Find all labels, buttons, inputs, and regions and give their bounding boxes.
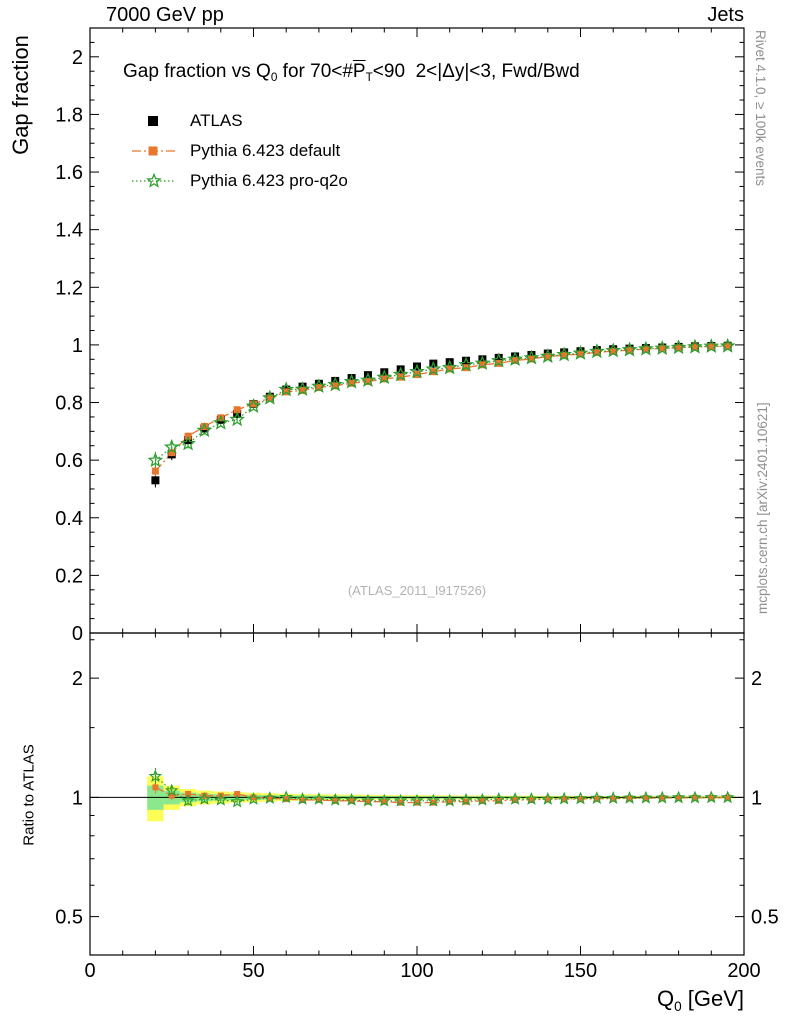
rivet-version-label: Rivet 4.1.0, ≥ 100k events xyxy=(753,30,768,186)
plot-title: Gap fraction vs Q0 for 70<#PT<90 2<|Δy|<… xyxy=(123,61,580,85)
svg-text:1: 1 xyxy=(751,787,762,809)
legend-label: Pythia 6.423 pro-q2o xyxy=(190,171,348,190)
svg-text:0: 0 xyxy=(84,960,95,982)
tick-labels: 0 50 100 150 200 0 0.2 0.4 0.6 0.8 1 1.2 1.4 1.6 1.8 2 0… xyxy=(55,47,779,982)
svg-text:1.6: 1.6 xyxy=(55,162,83,184)
mcplots-arxiv-label: mcplots.cern.ch [arXiv:2401.10621] xyxy=(755,402,770,614)
svg-text:0.6: 0.6 xyxy=(55,450,83,472)
svg-text:0.5: 0.5 xyxy=(55,907,83,929)
svg-text:1.8: 1.8 xyxy=(55,104,83,126)
svg-text:0: 0 xyxy=(72,623,83,645)
svg-text:100: 100 xyxy=(400,960,433,982)
svg-text:0.5: 0.5 xyxy=(751,907,779,929)
svg-text:1.2: 1.2 xyxy=(55,277,83,299)
svg-text:2: 2 xyxy=(72,668,83,690)
pythia-proq2o-star-marker-icon xyxy=(132,172,176,188)
pythia-default-marker-icon xyxy=(132,146,176,156)
xlabel-part: [GeV] xyxy=(681,986,744,1011)
svg-text:1: 1 xyxy=(72,335,83,357)
analysis-id-watermark: (ATLAS_2011_I917526) xyxy=(347,583,487,598)
svg-text:50: 50 xyxy=(242,960,264,982)
svg-text:150: 150 xyxy=(564,960,597,982)
legend-item-pythia-proq2o: Pythia 6.423 pro-q2o xyxy=(130,166,348,196)
svg-text:0.8: 0.8 xyxy=(55,393,83,415)
ratio-panel-series xyxy=(148,767,735,808)
legend-label: Pythia 6.423 default xyxy=(190,141,341,160)
ratio-y-axis-label: Ratio to ATLAS xyxy=(20,744,38,846)
title-subscript: T xyxy=(365,71,373,85)
legend-label: ATLAS xyxy=(190,111,243,130)
atlas-square-marker-icon xyxy=(148,116,158,126)
legend-item-pythia-default: Pythia 6.423 default xyxy=(130,136,348,166)
legend: ATLAS Pythia 6.423 default Pythia 6.423 … xyxy=(130,106,348,196)
svg-text:2: 2 xyxy=(751,668,762,690)
xlabel-part: Q xyxy=(656,986,675,1011)
axis-ticks xyxy=(89,28,745,956)
title-pbar: P xyxy=(352,61,366,82)
beam-energy-label: 7000 GeV pp xyxy=(106,4,224,26)
main-y-axis-label: Gap fraction xyxy=(8,35,33,155)
xlabel-subscript: 0 xyxy=(674,999,682,1015)
main-panel-series xyxy=(147,337,736,488)
title-part: <90 2<|Δy|<3, Fwd/Bwd xyxy=(372,61,580,82)
svg-text:2: 2 xyxy=(72,47,83,69)
svg-text:0.2: 0.2 xyxy=(55,565,83,587)
svg-text:200: 200 xyxy=(727,960,760,982)
title-part: for 70<# xyxy=(277,61,353,82)
svg-text:1: 1 xyxy=(72,787,83,809)
svg-text:0.4: 0.4 xyxy=(55,508,83,530)
analysis-group-label: Jets xyxy=(707,4,744,26)
svg-text:1.4: 1.4 xyxy=(55,220,83,242)
title-part: Gap fraction vs Q xyxy=(123,61,271,82)
legend-item-atlas: ATLAS xyxy=(130,106,348,136)
x-axis-label: Q0 [GeV] xyxy=(656,986,744,1015)
title-subscript: 0 xyxy=(270,71,278,85)
